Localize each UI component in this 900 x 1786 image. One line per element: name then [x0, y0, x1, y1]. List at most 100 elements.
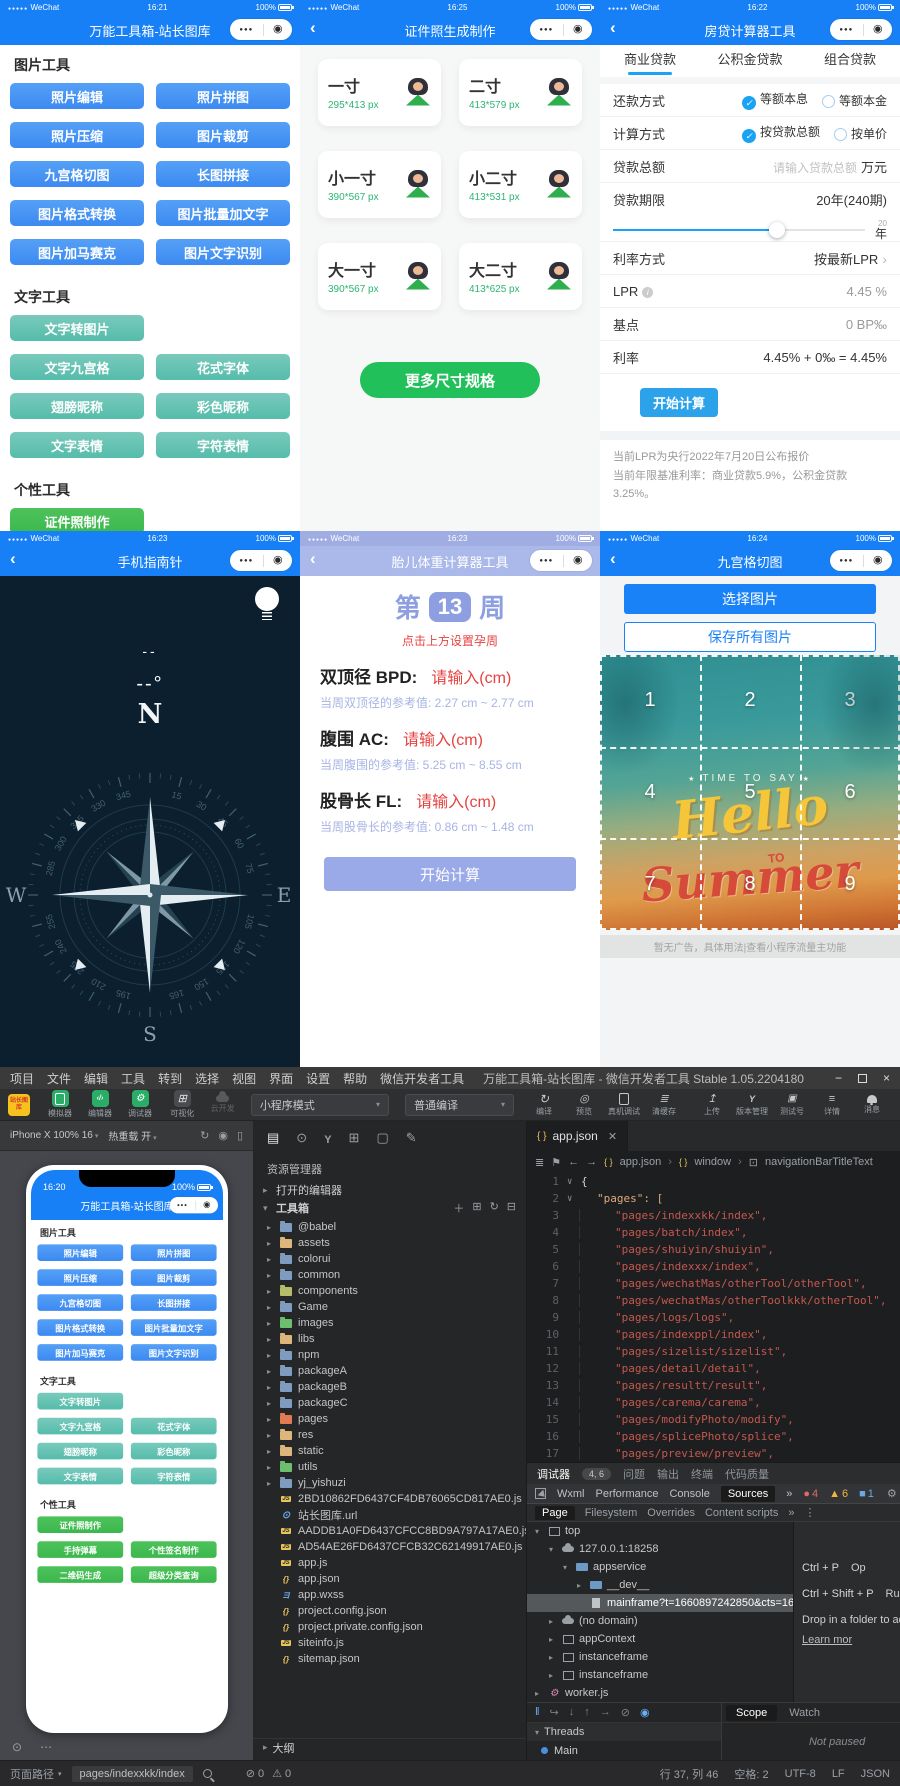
new-folder-icon[interactable]: ⊞: [472, 1201, 482, 1213]
search-icon[interactable]: [202, 1769, 212, 1778]
files-icon[interactable]: [267, 1130, 279, 1146]
menu-item[interactable]: 设置: [306, 1071, 331, 1086]
folder-row[interactable]: ▸ packageB: [267, 1380, 347, 1393]
panel-tab[interactable]: 问题: [623, 1468, 646, 1481]
sources-subtab[interactable]: Page: [535, 1505, 575, 1520]
sources-subtab[interactable]: Content scripts: [704, 1506, 779, 1519]
menu-item[interactable]: 编辑: [84, 1071, 109, 1086]
file-row[interactable]: sitemap.json: [253, 1651, 526, 1667]
tool-button[interactable]: 字符表情: [130, 1467, 217, 1485]
amount-input[interactable]: 请输入贷款总额: [772, 160, 857, 175]
maximize-button[interactable]: [857, 1073, 867, 1083]
tool-button[interactable]: 证件照制作: [10, 508, 144, 531]
tool-button[interactable]: 文字转图片: [37, 1392, 124, 1410]
minimize-icon[interactable]: ◉: [273, 23, 283, 35]
start-calc-button[interactable]: 开始计算: [324, 857, 576, 891]
toolbar-visualize[interactable]: 可视化: [164, 1090, 200, 1119]
bookmark-icon[interactable]: ⚑: [551, 1156, 562, 1169]
loan-tab[interactable]: 组合贷款: [823, 52, 876, 67]
simulator-screen[interactable]: 16:20 100% 万能工具箱-站长图库 ●●● ◉ 图片工具 照片编辑 照片拼图…: [31, 1170, 223, 1728]
tool-button[interactable]: 花式字体: [130, 1417, 217, 1435]
toolbar-action[interactable]: 编译: [524, 1093, 564, 1117]
step-over-icon[interactable]: →: [599, 1706, 611, 1719]
resume-icon[interactable]: ↪: [549, 1706, 559, 1719]
week-selector[interactable]: 第 13 周: [394, 591, 506, 623]
tool-button[interactable]: 长图拼接: [156, 161, 290, 187]
tool-button[interactable]: 个性签名制作: [130, 1541, 217, 1558]
radio-equal-principal[interactable]: 等额本金: [821, 92, 887, 109]
watch-tab[interactable]: Watch: [789, 1706, 820, 1719]
source-tree-row[interactable]: ▸ worker.js: [527, 1684, 793, 1702]
menu-item[interactable]: 工具: [121, 1071, 146, 1086]
tool-button[interactable]: 照片编辑: [10, 83, 144, 109]
file-row[interactable]: AD54AE26FD6437CFCB32C62149917AE0.js: [253, 1539, 526, 1555]
info-icon[interactable]: i: [642, 286, 654, 298]
radio-by-unit-price[interactable]: 按单价: [833, 125, 887, 142]
debugger-tab[interactable]: 调试器: [537, 1468, 570, 1481]
minimize-button[interactable]: −: [834, 1071, 842, 1085]
panel-tab[interactable]: 终端: [691, 1468, 714, 1481]
mode-dropdown[interactable]: 小程序模式 ▾: [250, 1093, 389, 1116]
folder-row[interactable]: ▸ colorui: [267, 1252, 331, 1265]
toolbar-action[interactable]: 真机调试: [604, 1092, 644, 1117]
toolbar-right-action[interactable]: 测试号: [772, 1093, 812, 1117]
tool-button[interactable]: 图片文字识别: [130, 1344, 217, 1361]
toolbar-panel-toggle[interactable]: 调试器: [120, 1090, 160, 1119]
folder-row[interactable]: ▸ packageC: [267, 1396, 348, 1409]
wechat-capsule[interactable]: ●●● ◉: [230, 550, 292, 571]
tool-button[interactable]: 图片裁剪: [130, 1269, 217, 1286]
tool-button[interactable]: 图片格式转换: [10, 200, 144, 226]
panel-tab[interactable]: 代码质量: [725, 1468, 770, 1481]
source-tree-row[interactable]: mainframe?t=1660897242850&cts=1660897242…: [527, 1594, 793, 1612]
folder-row[interactable]: ▸ common: [267, 1268, 341, 1281]
step-out-icon[interactable]: ↑: [584, 1706, 590, 1719]
loan-tab[interactable]: 公积金贷款: [717, 52, 783, 67]
tool-button[interactable]: 彩色昵称: [156, 393, 290, 419]
fold-icon[interactable]: ∨: [567, 1193, 573, 1204]
panel-tab[interactable]: 输出: [657, 1468, 680, 1481]
tool-button[interactable]: 翅膀昵称: [37, 1442, 124, 1460]
toolbar-panel-toggle[interactable]: 编辑器: [80, 1090, 120, 1119]
select-image-button[interactable]: 选择图片: [624, 584, 876, 614]
size-card[interactable]: 大二寸 413*625 px: [459, 243, 582, 310]
crumb-leaf[interactable]: navigationBarTitleText: [764, 1156, 873, 1168]
toolbar-panel-toggle[interactable]: 模拟器: [40, 1090, 80, 1119]
fold-icon[interactable]: ∨: [567, 1176, 573, 1187]
more-sizes-button[interactable]: 更多尺寸规格: [360, 362, 540, 398]
file-row[interactable]: siteinfo.js: [253, 1635, 526, 1651]
folder-row[interactable]: ▸ assets: [267, 1236, 330, 1249]
project-root-row[interactable]: ▾ 工具箱 ＋ ⊞ ↻ ⊟: [263, 1201, 516, 1215]
status-item[interactable]: 空格: 2: [734, 1768, 769, 1781]
tool-button[interactable]: 照片拼图: [130, 1244, 217, 1261]
more-options-icon[interactable]: ⋯: [40, 1740, 53, 1754]
open-editors-row[interactable]: ▸ 打开的编辑器: [263, 1184, 342, 1198]
folder-row[interactable]: ▸ @babel: [267, 1220, 337, 1233]
tool-button[interactable]: 图片文字识别: [156, 239, 290, 265]
folder-row[interactable]: ▸ static: [267, 1444, 324, 1457]
slider-handle[interactable]: [769, 221, 786, 238]
devtools-tab[interactable]: Wxml: [557, 1487, 585, 1500]
tool-button[interactable]: 照片拼图: [156, 83, 290, 109]
toolbar-action[interactable]: 预览: [564, 1093, 604, 1117]
tool-button[interactable]: 文字表情: [10, 432, 144, 458]
minimize-icon[interactable]: ◉: [573, 554, 583, 566]
source-tree-row[interactable]: ▸ appContext: [549, 1633, 636, 1645]
wechat-capsule[interactable]: ●●● ◉: [230, 19, 292, 40]
folder-row[interactable]: ▸ components: [267, 1284, 358, 1297]
tool-button[interactable]: 图片批量加文字: [130, 1319, 217, 1336]
tool-button[interactable]: 长图拼接: [130, 1294, 217, 1311]
more-subtabs-icon[interactable]: »: [788, 1506, 795, 1519]
close-button[interactable]: ×: [882, 1071, 890, 1085]
toolbar-action[interactable]: 清缓存: [644, 1093, 684, 1117]
editor-tab[interactable]: { } app.json ✕: [527, 1121, 629, 1151]
folder-row[interactable]: ▸ Game: [267, 1300, 328, 1313]
tool-button[interactable]: 字符表情: [156, 432, 290, 458]
tool-button[interactable]: 彩色昵称: [130, 1442, 217, 1460]
theme-icon[interactable]: [406, 1130, 417, 1146]
source-tree-row[interactable]: ▸ instanceframe: [549, 1669, 649, 1681]
current-page-path[interactable]: pages/indexxkk/index: [71, 1765, 193, 1782]
folder-row[interactable]: ▸ yj_yishuzi: [267, 1476, 346, 1489]
hot-reload-toggle[interactable]: 热重载 开 ▾: [108, 1132, 157, 1143]
size-card[interactable]: 小一寸 390*567 px: [318, 151, 441, 218]
save-all-button[interactable]: 保存所有图片: [624, 622, 876, 652]
